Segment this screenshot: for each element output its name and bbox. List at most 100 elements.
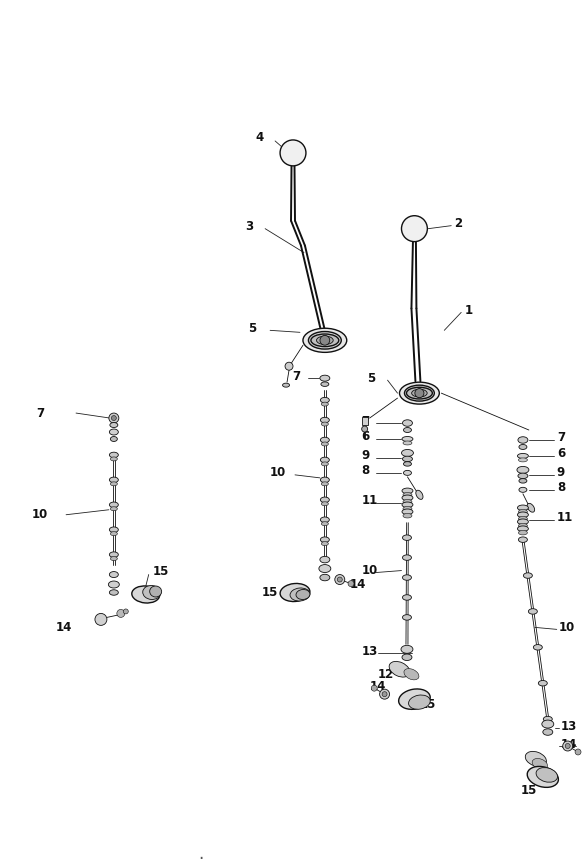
- Ellipse shape: [403, 428, 412, 432]
- Ellipse shape: [402, 420, 412, 426]
- Circle shape: [285, 362, 293, 371]
- Ellipse shape: [320, 418, 329, 423]
- Ellipse shape: [320, 517, 329, 523]
- Ellipse shape: [143, 586, 161, 600]
- Ellipse shape: [109, 589, 118, 595]
- Circle shape: [117, 609, 125, 617]
- Ellipse shape: [109, 571, 118, 577]
- Text: 15: 15: [153, 565, 169, 578]
- Text: 10: 10: [270, 466, 286, 479]
- Text: 5: 5: [248, 322, 256, 335]
- Ellipse shape: [518, 437, 528, 444]
- Text: 10: 10: [559, 621, 575, 634]
- Ellipse shape: [403, 500, 412, 504]
- Circle shape: [565, 744, 570, 748]
- Text: 10: 10: [31, 509, 48, 522]
- Text: 12: 12: [377, 667, 394, 681]
- Circle shape: [335, 575, 345, 584]
- Ellipse shape: [399, 382, 439, 404]
- Ellipse shape: [403, 492, 412, 497]
- Bar: [362, 417, 368, 425]
- Ellipse shape: [416, 490, 423, 499]
- Ellipse shape: [401, 645, 413, 654]
- Circle shape: [382, 692, 387, 697]
- Circle shape: [338, 577, 342, 582]
- Ellipse shape: [529, 608, 537, 615]
- Ellipse shape: [109, 477, 118, 483]
- Ellipse shape: [322, 542, 328, 546]
- Ellipse shape: [543, 729, 553, 735]
- Ellipse shape: [111, 482, 118, 486]
- Ellipse shape: [517, 519, 529, 524]
- Ellipse shape: [519, 510, 527, 514]
- Ellipse shape: [402, 535, 412, 541]
- Ellipse shape: [316, 336, 333, 345]
- Ellipse shape: [517, 526, 529, 531]
- Ellipse shape: [404, 668, 419, 680]
- Ellipse shape: [320, 556, 330, 562]
- Text: 7: 7: [557, 431, 565, 444]
- Ellipse shape: [320, 437, 329, 443]
- Ellipse shape: [402, 575, 412, 581]
- Circle shape: [95, 614, 107, 625]
- Ellipse shape: [111, 437, 118, 442]
- Ellipse shape: [110, 423, 118, 428]
- Ellipse shape: [517, 466, 529, 473]
- Ellipse shape: [517, 512, 529, 517]
- Ellipse shape: [519, 516, 527, 521]
- Ellipse shape: [406, 387, 432, 399]
- Ellipse shape: [542, 720, 554, 728]
- Ellipse shape: [322, 522, 328, 526]
- Ellipse shape: [109, 527, 118, 532]
- Ellipse shape: [402, 615, 412, 620]
- Circle shape: [111, 416, 116, 420]
- Ellipse shape: [150, 586, 162, 597]
- Ellipse shape: [108, 581, 119, 588]
- Ellipse shape: [519, 458, 527, 462]
- Ellipse shape: [402, 437, 413, 442]
- Ellipse shape: [389, 661, 410, 677]
- Ellipse shape: [533, 645, 542, 650]
- Ellipse shape: [539, 681, 547, 686]
- Ellipse shape: [322, 462, 328, 466]
- Ellipse shape: [517, 453, 529, 458]
- Text: 13: 13: [362, 645, 378, 658]
- Ellipse shape: [320, 457, 329, 463]
- Ellipse shape: [519, 537, 527, 542]
- Ellipse shape: [322, 442, 328, 446]
- Ellipse shape: [403, 462, 412, 466]
- Text: 7: 7: [362, 415, 370, 428]
- Text: 15: 15: [419, 698, 436, 711]
- Ellipse shape: [519, 487, 527, 492]
- Circle shape: [320, 335, 330, 345]
- Ellipse shape: [320, 537, 329, 542]
- Text: 5: 5: [367, 372, 375, 385]
- Ellipse shape: [311, 334, 339, 346]
- Ellipse shape: [543, 716, 552, 722]
- Ellipse shape: [402, 495, 413, 501]
- Ellipse shape: [402, 450, 413, 457]
- Text: 9: 9: [557, 466, 565, 479]
- Ellipse shape: [409, 695, 430, 709]
- Ellipse shape: [517, 505, 529, 510]
- Ellipse shape: [290, 588, 310, 601]
- Ellipse shape: [109, 552, 118, 557]
- Ellipse shape: [405, 385, 435, 401]
- Text: 9: 9: [362, 450, 370, 463]
- Ellipse shape: [109, 452, 118, 457]
- Ellipse shape: [109, 502, 118, 508]
- Text: 14: 14: [561, 738, 577, 751]
- Ellipse shape: [519, 523, 527, 528]
- Ellipse shape: [403, 507, 412, 511]
- Text: 1: 1: [464, 304, 472, 317]
- Text: 15: 15: [521, 785, 537, 798]
- Ellipse shape: [403, 470, 412, 476]
- Text: 2: 2: [455, 217, 462, 230]
- Circle shape: [280, 140, 306, 166]
- Ellipse shape: [403, 441, 412, 445]
- Circle shape: [109, 413, 119, 423]
- Ellipse shape: [320, 375, 330, 381]
- Ellipse shape: [402, 502, 413, 508]
- Circle shape: [371, 685, 377, 691]
- Text: 11: 11: [362, 494, 378, 507]
